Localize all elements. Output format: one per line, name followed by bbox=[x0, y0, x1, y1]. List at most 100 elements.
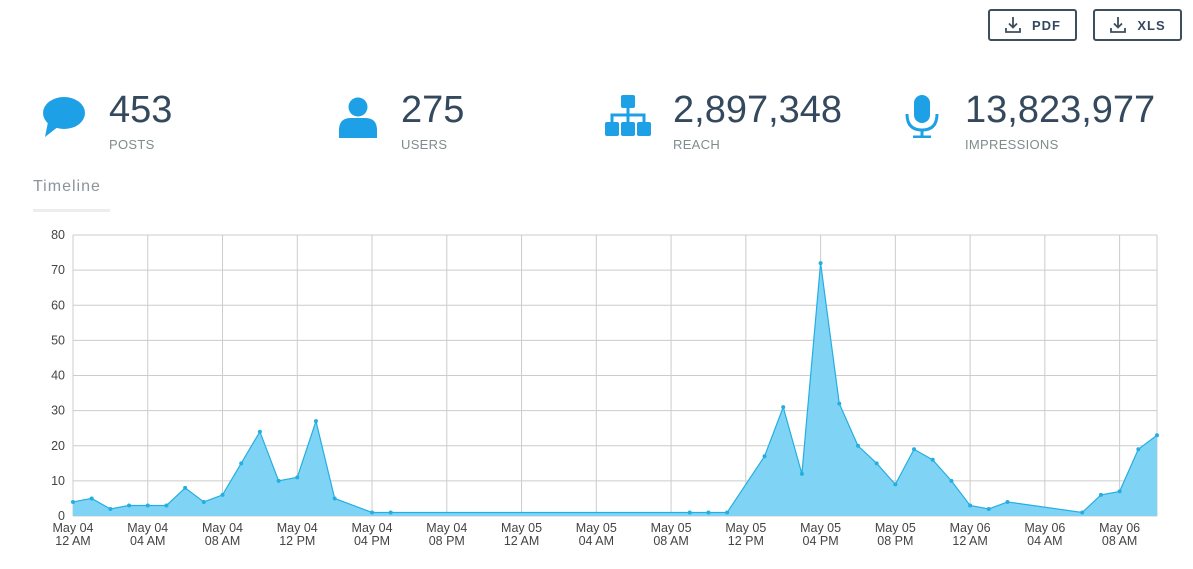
x-tick-label: 08 AM bbox=[653, 534, 688, 548]
data-point bbox=[986, 506, 991, 511]
x-tick-label: May 04 bbox=[53, 521, 94, 535]
data-point bbox=[725, 510, 730, 515]
data-point bbox=[276, 478, 281, 483]
x-tick-label: May 05 bbox=[725, 521, 766, 535]
x-tick-label: May 06 bbox=[1024, 521, 1065, 535]
x-tick-label: 04 PM bbox=[803, 534, 839, 548]
x-tick-label: 12 AM bbox=[952, 534, 987, 548]
x-tick-label: 04 AM bbox=[579, 534, 614, 548]
data-point bbox=[930, 457, 935, 462]
y-tick-label: 80 bbox=[51, 228, 65, 242]
impressions-count: 13,823,977 bbox=[965, 89, 1156, 131]
data-point bbox=[89, 496, 94, 501]
data-point bbox=[818, 261, 823, 266]
y-tick-label: 40 bbox=[51, 369, 65, 383]
data-point bbox=[762, 454, 767, 459]
x-tick-label: May 05 bbox=[875, 521, 916, 535]
y-tick-label: 50 bbox=[51, 333, 65, 347]
data-point bbox=[968, 503, 973, 508]
x-tick-label: 12 AM bbox=[55, 534, 90, 548]
data-point bbox=[1136, 447, 1141, 452]
x-tick-label: 12 PM bbox=[728, 534, 764, 548]
data-point bbox=[1098, 492, 1103, 497]
data-point bbox=[295, 475, 300, 480]
data-point bbox=[949, 478, 954, 483]
xls-export-button[interactable]: XLS bbox=[1093, 9, 1182, 41]
data-point bbox=[127, 503, 132, 508]
data-point bbox=[799, 471, 804, 476]
users-label: USERS bbox=[401, 137, 448, 152]
x-tick-label: 12 AM bbox=[504, 534, 539, 548]
pdf-button-label: PDF bbox=[1032, 17, 1061, 33]
data-point bbox=[71, 499, 75, 504]
posts-count: 453 bbox=[109, 89, 173, 131]
chart-grid bbox=[72, 234, 1158, 517]
x-tick-label: May 06 bbox=[950, 521, 991, 535]
data-point bbox=[781, 405, 786, 410]
x-tick-label: May 04 bbox=[202, 521, 243, 535]
posts-label: POSTS bbox=[109, 137, 155, 152]
data-point bbox=[1117, 489, 1122, 494]
download-icon bbox=[1110, 17, 1127, 33]
stat-users: 275 USERS bbox=[336, 88, 576, 158]
x-tick-label: May 06 bbox=[1099, 521, 1140, 535]
x-tick-label: May 04 bbox=[426, 521, 467, 535]
chart-area-layer bbox=[72, 263, 1158, 516]
data-point bbox=[145, 503, 150, 508]
data-point bbox=[912, 447, 917, 452]
x-tick-label: 04 AM bbox=[1027, 534, 1062, 548]
x-tick-label: 04 PM bbox=[354, 534, 390, 548]
data-point bbox=[183, 485, 188, 490]
data-point bbox=[239, 461, 244, 466]
data-point bbox=[313, 419, 318, 424]
data-point bbox=[164, 503, 169, 508]
x-tick-label: 08 PM bbox=[429, 534, 465, 548]
data-point bbox=[893, 482, 898, 487]
tab-underline bbox=[33, 209, 110, 212]
y-tick-label: 60 bbox=[51, 298, 65, 312]
microphone-icon bbox=[905, 95, 939, 138]
comment-icon bbox=[43, 97, 85, 137]
data-point bbox=[388, 510, 393, 515]
sitemap-icon bbox=[605, 95, 651, 136]
data-point bbox=[687, 510, 692, 515]
stat-reach: 2,897,348 REACH bbox=[604, 88, 864, 158]
y-tick-label: 10 bbox=[51, 474, 65, 488]
y-tick-label: 0 bbox=[58, 509, 65, 523]
x-tick-label: 08 AM bbox=[1102, 534, 1137, 548]
data-point bbox=[332, 496, 337, 501]
data-point bbox=[108, 506, 113, 511]
x-tick-label: 08 PM bbox=[877, 534, 913, 548]
download-icon bbox=[1005, 17, 1021, 33]
x-tick-label: May 05 bbox=[651, 521, 692, 535]
stat-impressions: 13,823,977 IMPRESSIONS bbox=[900, 88, 1180, 158]
data-point bbox=[1005, 499, 1010, 504]
data-point bbox=[1080, 510, 1085, 515]
x-tick-label: May 05 bbox=[501, 521, 542, 535]
data-point bbox=[370, 510, 375, 515]
data-point bbox=[706, 510, 711, 515]
reach-label: REACH bbox=[673, 137, 721, 152]
x-tick-label: May 04 bbox=[352, 521, 393, 535]
reach-count: 2,897,348 bbox=[673, 89, 843, 131]
chart-points-layer bbox=[71, 261, 1159, 515]
tab-timeline[interactable]: Timeline bbox=[33, 178, 101, 195]
x-tick-label: 08 AM bbox=[205, 534, 240, 548]
y-tick-label: 70 bbox=[51, 263, 65, 277]
x-tick-label: May 05 bbox=[800, 521, 841, 535]
data-point bbox=[1155, 433, 1159, 438]
impressions-label: IMPRESSIONS bbox=[965, 137, 1059, 152]
stat-posts: 453 POSTS bbox=[42, 88, 282, 158]
x-tick-label: May 05 bbox=[576, 521, 617, 535]
data-point bbox=[874, 461, 879, 466]
x-tick-label: May 04 bbox=[277, 521, 318, 535]
data-point bbox=[201, 499, 206, 504]
users-count: 275 bbox=[401, 89, 465, 131]
pdf-export-button[interactable]: PDF bbox=[988, 9, 1077, 41]
x-tick-label: May 04 bbox=[127, 521, 168, 535]
user-icon bbox=[339, 97, 377, 138]
data-point bbox=[855, 443, 860, 448]
data-point bbox=[257, 429, 262, 434]
